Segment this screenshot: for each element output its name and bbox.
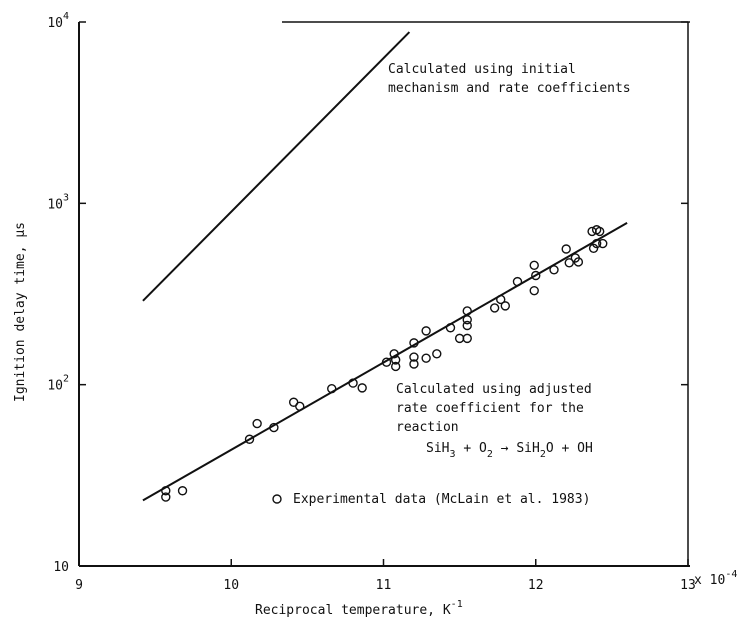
experimental-data-point (432, 349, 442, 359)
initial-mechanism-line (142, 31, 411, 302)
x-tick-label: 9 (75, 578, 83, 593)
x-axis-ticks: 9 10 11 12 13 (75, 559, 696, 593)
experimental-data-point (177, 486, 188, 496)
experimental-data-point (531, 270, 541, 281)
annotation-initial-line1: Calculated using initial (388, 62, 576, 77)
experimental-data-point (591, 238, 602, 249)
experimental-data-point (161, 492, 171, 502)
experimental-data-point (269, 422, 279, 433)
experimental-data-point (252, 418, 262, 429)
x-tick-label: 13 (680, 578, 696, 593)
experimental-data-point (381, 357, 392, 367)
experimental-data-point (512, 276, 523, 287)
experimental-data-point (409, 352, 419, 362)
experimental-data-point (327, 384, 337, 394)
experimental-data-point (390, 355, 401, 365)
legend-label: Experimental data (McLain et al. 1983) (293, 492, 590, 507)
legend-marker-icon (272, 494, 282, 504)
y-tick-label: 102 (47, 374, 69, 394)
x-tick-label: 10 (223, 578, 239, 593)
experimental-data-point (454, 333, 465, 344)
x-multiplier-label: x 10-4 (694, 569, 737, 588)
legend: Experimental data (McLain et al. 1983) (272, 492, 590, 507)
annotation-adjusted-line2: rate coefficient for the (396, 401, 584, 416)
experimental-data-point (421, 326, 431, 336)
y-tick-label: 103 (47, 192, 69, 212)
y-axis-ticks: 10 102 103 104 (47, 11, 688, 575)
x-tick-label: 11 (376, 578, 392, 593)
experimental-data-point (295, 401, 305, 411)
experimental-data-point (594, 226, 605, 237)
experimental-data-point (409, 338, 419, 348)
experimental-data-point (462, 306, 472, 316)
experimental-data-point (564, 258, 574, 268)
experimental-data-point (489, 303, 500, 313)
annotation-adjusted-line1: Calculated using adjusted (396, 382, 592, 397)
experimental-data-point (357, 383, 367, 393)
annotation-reaction-equation: SiH3 + O2 → SiH2O + OH (426, 441, 593, 460)
experimental-data-point (462, 333, 472, 344)
experimental-data-point (529, 285, 539, 296)
experimental-data-point (496, 294, 506, 305)
y-tick-label: 104 (47, 11, 69, 31)
experimental-data-point (462, 320, 472, 331)
experimental-data-point (573, 257, 584, 267)
experimental-data-point (445, 323, 456, 333)
experimental-data-point (348, 378, 358, 388)
experimental-data-point (409, 359, 419, 369)
experimental-data-point (588, 243, 599, 253)
experimental-data-point (529, 260, 539, 271)
experimental-data-point (462, 315, 472, 325)
experimental-data-point (389, 349, 399, 359)
experimental-data-point (390, 361, 401, 372)
x-tick-label: 12 (528, 578, 544, 593)
annotation-adjusted-line3: reaction (396, 420, 459, 435)
model-lines (142, 31, 628, 502)
x-axis-title: Reciprocal temperature, K-1 (255, 599, 463, 618)
y-axis-title: Ignition delay time, μs (13, 222, 28, 402)
experimental-points (161, 225, 608, 502)
experimental-data-point (587, 226, 597, 237)
experimental-data-point (561, 244, 571, 254)
y-tick-label: 10 (53, 560, 69, 575)
experimental-data-point (500, 301, 510, 311)
plot-frame (78, 21, 690, 567)
experimental-data-point (598, 238, 608, 249)
experimental-data-point (244, 434, 255, 444)
experimental-data-point (549, 265, 559, 275)
annotation-initial-line2: mechanism and rate coefficients (388, 81, 631, 96)
adjusted-rate-line (142, 222, 628, 502)
experimental-data-point (161, 486, 171, 496)
experimental-data-point (421, 353, 431, 363)
